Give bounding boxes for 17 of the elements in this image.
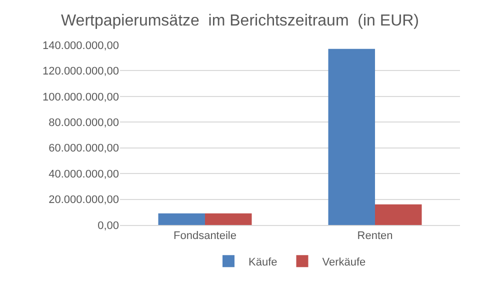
x-tick-label: Fondsanteile	[174, 230, 236, 242]
y-tick-label: 140.000.000,00	[42, 40, 119, 52]
chart-title: Wertpapierumsätze im Berichtszeitraum (in EUR)	[60, 12, 420, 30]
y-tick-label: 100.000.000,00	[42, 91, 119, 104]
y-tick-label: 20.000.000,00	[48, 194, 119, 206]
bar	[328, 48, 375, 225]
y-tick-label: 120.000.000,00	[42, 66, 119, 78]
legend-label: Verkäufe	[322, 256, 366, 268]
y-tick-label: 80.000.000,00	[48, 116, 119, 129]
y-tick-label: 60.000.000,00	[48, 142, 119, 155]
x-tick-label: Renten	[357, 230, 393, 242]
y-tick-label: 0,00	[98, 220, 119, 232]
bar	[205, 213, 252, 225]
bar	[158, 213, 205, 225]
legend-label: Käufe	[248, 256, 278, 268]
bar	[375, 204, 422, 225]
y-tick-label: 40.000.000,00	[48, 168, 119, 180]
